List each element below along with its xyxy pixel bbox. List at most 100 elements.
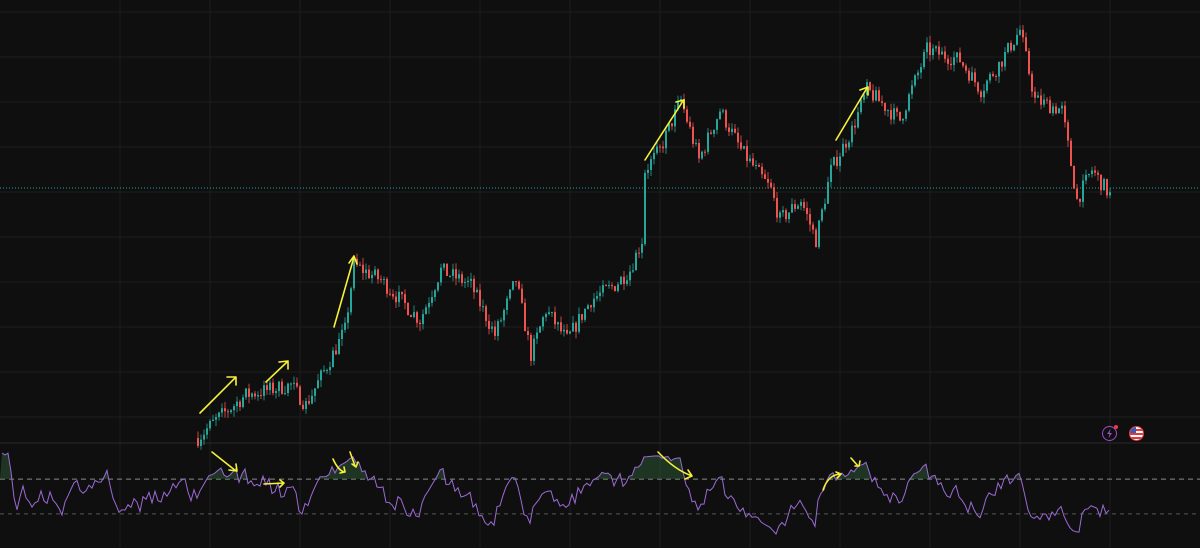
candle-body — [539, 326, 541, 333]
arrow-annotation — [349, 451, 359, 468]
candle-body — [809, 214, 811, 225]
candle-body — [581, 314, 583, 320]
candle-body — [467, 280, 469, 283]
candle-body — [572, 322, 574, 332]
candle-body — [602, 285, 604, 293]
candle-body — [1058, 108, 1060, 114]
candle-body — [911, 85, 913, 95]
candle-body — [368, 269, 370, 279]
candle-body — [236, 401, 238, 407]
candle-body — [512, 281, 514, 290]
candle-body — [575, 322, 577, 332]
candle-body — [611, 285, 613, 287]
candle-body — [296, 382, 298, 387]
candle-body — [623, 276, 625, 284]
candle-body — [251, 393, 253, 397]
candle-body — [653, 152, 655, 160]
candle-body — [941, 51, 943, 55]
candle-body — [425, 307, 427, 315]
lightning-icon[interactable] — [1102, 425, 1118, 441]
candle-body — [278, 381, 280, 392]
candle-body — [857, 112, 859, 128]
candle-body — [650, 159, 652, 170]
arrow-annotation — [822, 471, 842, 491]
candle-body — [248, 388, 250, 397]
candle-body — [476, 289, 478, 293]
candle-body — [260, 395, 262, 397]
notification-badge — [1114, 425, 1118, 429]
candle-body — [917, 72, 919, 76]
candle-body — [863, 94, 865, 100]
candle-body — [953, 57, 955, 66]
candle-body — [344, 322, 346, 330]
candle-body — [287, 383, 289, 394]
candle-body — [254, 393, 256, 397]
candle-body — [635, 252, 637, 271]
candle-body — [410, 315, 412, 318]
candle-body — [740, 142, 742, 149]
candle-body — [977, 82, 979, 92]
candle-body — [584, 309, 586, 320]
candle-body — [563, 329, 565, 332]
rsi-pane — [0, 452, 1200, 535]
candle-body — [506, 298, 508, 311]
candle-body — [524, 302, 526, 332]
candle-body — [317, 380, 319, 389]
candle-body — [1034, 91, 1036, 98]
candle-body — [1082, 180, 1084, 202]
candle-body — [833, 157, 835, 165]
candle-body — [629, 271, 631, 281]
candle-body — [671, 123, 673, 127]
candle-body — [353, 258, 355, 289]
candle-body — [341, 329, 343, 339]
us-flag-icon[interactable] — [1129, 426, 1144, 441]
candle-body — [887, 110, 889, 112]
arrow-annotation — [265, 360, 289, 383]
candle-body — [374, 269, 376, 276]
candle-body — [542, 317, 544, 327]
candle-body — [1076, 188, 1078, 199]
arrow-annotation — [657, 451, 693, 480]
candle-body — [1073, 166, 1075, 189]
candle-body — [389, 293, 391, 295]
candle-body — [299, 386, 301, 405]
candle-body — [554, 312, 556, 325]
candle-body — [272, 382, 274, 393]
candle-body — [860, 99, 862, 113]
candle-body — [935, 46, 937, 49]
candle-body — [599, 292, 601, 297]
candle-body — [290, 383, 292, 385]
candle-body — [884, 102, 886, 111]
candle-body — [1019, 29, 1021, 35]
candle-body — [461, 274, 463, 283]
candle-body — [695, 142, 697, 144]
candle-body — [281, 381, 283, 394]
candle-body — [914, 75, 916, 86]
candle-body — [815, 229, 817, 248]
candle-body — [707, 132, 709, 152]
candle-body — [440, 267, 442, 283]
candle-body — [545, 313, 547, 318]
candle-body — [785, 210, 787, 220]
candle-body — [233, 406, 235, 411]
candle-body — [470, 278, 472, 281]
candle-body — [716, 119, 718, 130]
candle-body — [242, 397, 244, 408]
candle-body — [443, 263, 445, 268]
annotations[interactable] — [199, 86, 869, 491]
candle-body — [620, 276, 622, 285]
candle-body — [518, 281, 520, 289]
candle-body — [215, 417, 217, 420]
candle-body — [332, 350, 334, 368]
arrow-annotation — [835, 86, 869, 141]
candle-body — [479, 289, 481, 307]
candle-body — [770, 182, 772, 188]
candle-body — [842, 143, 844, 157]
candle-body — [818, 220, 820, 248]
candle-body — [854, 125, 856, 128]
candle-body — [806, 207, 808, 215]
candle-body — [644, 172, 646, 245]
candle-body — [827, 182, 829, 204]
